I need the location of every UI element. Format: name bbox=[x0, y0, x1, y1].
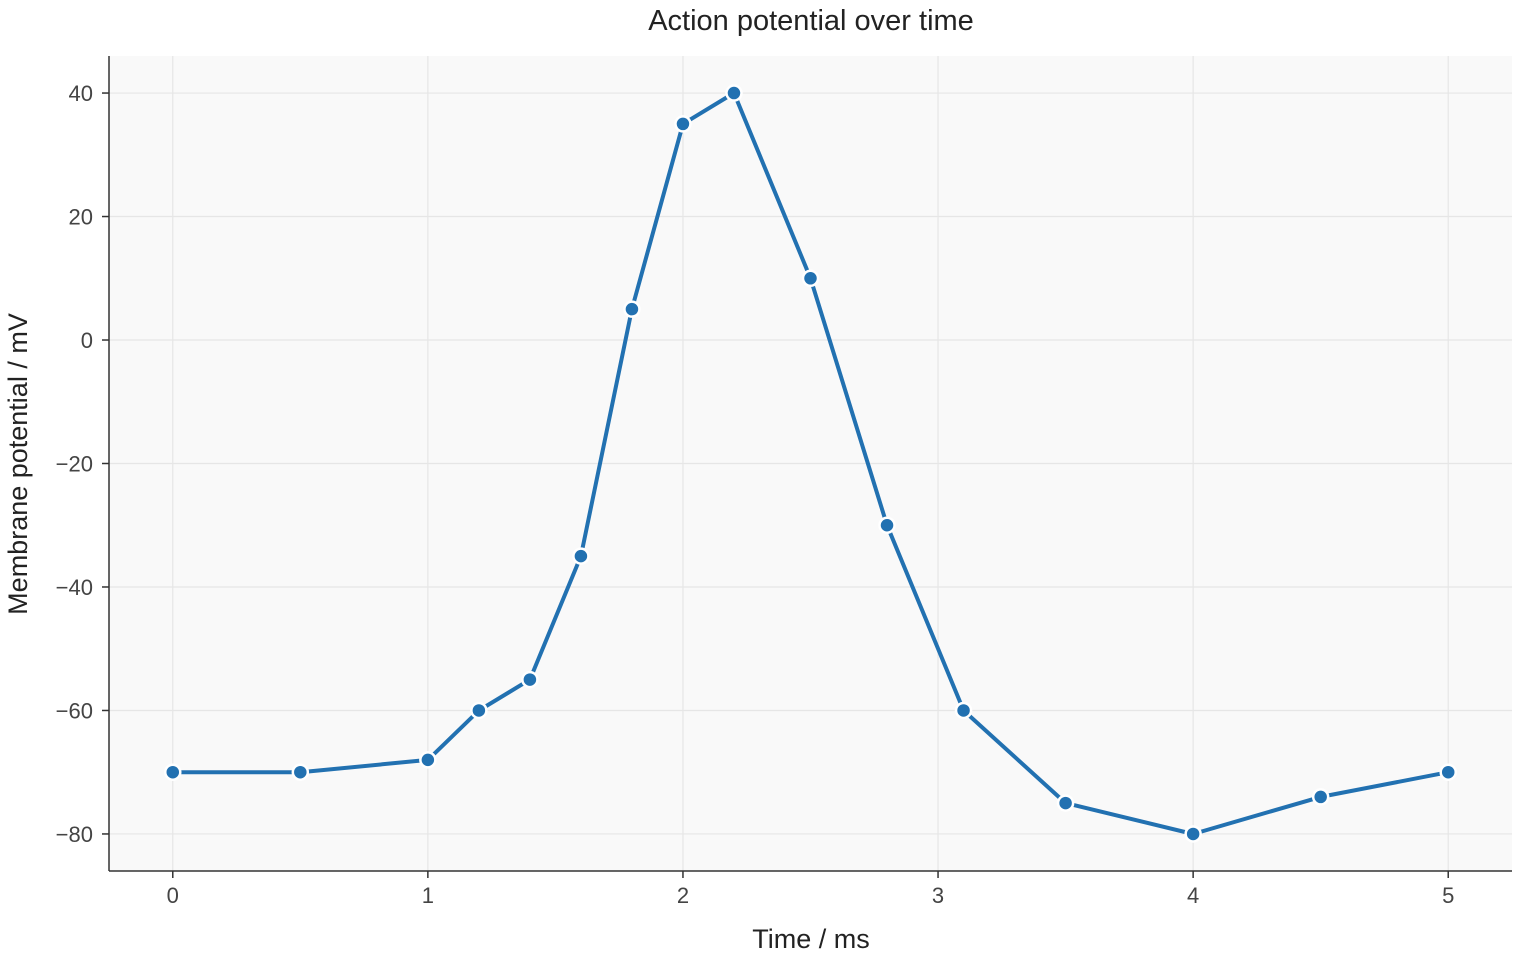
x-tick-label: 3 bbox=[932, 883, 944, 908]
x-axis-ticks: 0 1 2 3 4 5 bbox=[167, 871, 1454, 908]
data-point bbox=[1184, 825, 1202, 843]
data-point bbox=[470, 701, 488, 720]
data-point bbox=[725, 84, 743, 102]
data-point bbox=[674, 115, 692, 133]
x-axis-label: Time / ms bbox=[752, 924, 870, 954]
data-point bbox=[878, 516, 896, 534]
series-line bbox=[172, 91, 1449, 836]
x-tick-label: 1 bbox=[422, 883, 434, 908]
y-tick-label: 0 bbox=[81, 328, 93, 353]
x-tick-label: 5 bbox=[1442, 883, 1454, 908]
y-tick-label: −20 bbox=[56, 452, 93, 477]
data-point bbox=[419, 751, 437, 769]
data-point bbox=[164, 763, 182, 781]
data-point bbox=[521, 670, 539, 689]
series-group bbox=[164, 84, 1457, 843]
data-point bbox=[1311, 788, 1330, 806]
y-tick-label: −60 bbox=[56, 698, 93, 723]
x-tick-label: 4 bbox=[1187, 883, 1199, 908]
data-point bbox=[954, 701, 973, 720]
data-point bbox=[1439, 763, 1457, 781]
data-point bbox=[801, 269, 820, 288]
data-point bbox=[1056, 794, 1075, 812]
y-tick-label: −80 bbox=[56, 822, 93, 847]
data-point bbox=[623, 300, 641, 318]
x-tick-label: 2 bbox=[677, 883, 689, 908]
y-axis-ticks: −80 −60 −40 −20 0 20 40 bbox=[56, 81, 109, 847]
data-point bbox=[572, 547, 590, 565]
grid bbox=[109, 56, 1512, 871]
x-tick-label: 0 bbox=[167, 883, 179, 908]
y-tick-label: −40 bbox=[56, 575, 93, 600]
y-tick-label: 40 bbox=[69, 81, 93, 106]
chart-title: Action potential over time bbox=[648, 5, 974, 37]
y-tick-label: 20 bbox=[69, 205, 93, 230]
data-point bbox=[291, 763, 310, 781]
y-axis-label: Membrane potential / mV bbox=[3, 313, 33, 615]
